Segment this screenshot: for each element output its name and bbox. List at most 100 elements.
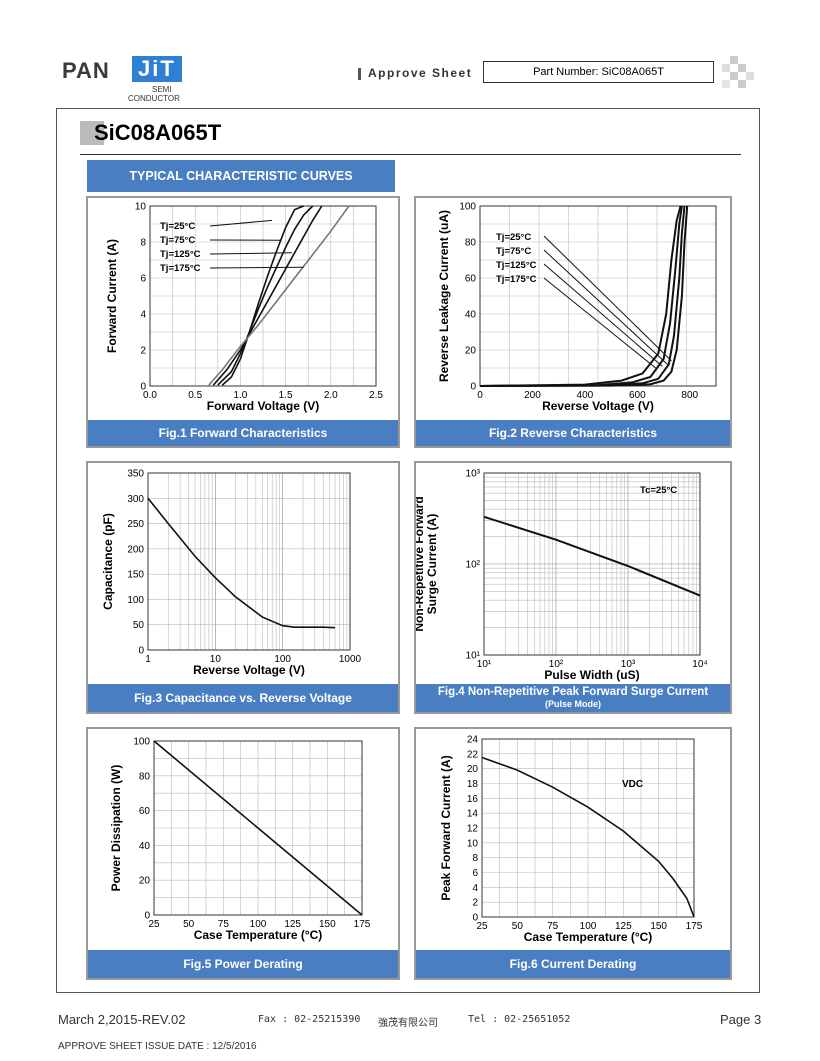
chart1-y-tick-label: 4: [140, 310, 146, 321]
chart4-y-tick-label: 10³: [466, 469, 481, 480]
chart2-x-tick-label: 0: [477, 390, 483, 401]
chart1-plot-frame: [149, 205, 377, 387]
footer-tel: Tel : 02-25651052: [468, 1014, 571, 1025]
chart1-legend-label: Tj=175°C: [160, 263, 201, 274]
chart2-series-line-4: [479, 205, 682, 387]
chart6-x-tick-label: 25: [476, 921, 488, 932]
fig4-caption-block: Fig.4 Non-Repetitive Peak Forward Surge …: [416, 684, 730, 712]
chart5-x-axis-label: Case Temperature (°C): [194, 928, 323, 942]
chart6-y-tick-label: 2: [472, 898, 478, 909]
chart2-y-tick-label: 100: [459, 202, 476, 213]
chart6-y-tick-label: 24: [467, 735, 479, 746]
title-divider: [80, 154, 741, 155]
chart3-x-tick-label: 10: [210, 654, 222, 665]
chart3-y-tick-label: 300: [127, 494, 144, 505]
chart2-y-tick-label: 0: [470, 382, 476, 393]
chart3-x-tick-label: 100: [274, 654, 291, 665]
logo-semi-text: SEMI: [152, 85, 172, 94]
chart1-legend-leader: [209, 219, 273, 227]
chart6-y-tick-label: 8: [472, 853, 478, 864]
fig6-panel: 25 50 75 100 125 150 175 0 2 4 6 8 10 12 14 16 18 20 22 24 C…: [414, 727, 732, 980]
chart5-y-tick-label: 80: [139, 771, 151, 782]
chart6-x-tick-label: 175: [686, 921, 703, 932]
chart5-x-tick-label: 25: [148, 919, 160, 930]
logo-pan-text: PAN: [62, 58, 110, 83]
chart4-x-tick-label: 10²: [549, 659, 564, 670]
chart3-y-tick-label: 250: [127, 519, 144, 530]
content-frame: [56, 108, 760, 993]
chart4-annotation: Tc=25°C: [640, 485, 677, 496]
chart1-y-tick-label: 10: [135, 202, 147, 213]
approve-sheet-bar: [358, 68, 361, 80]
chart6-x-tick-label: 150: [650, 921, 667, 932]
chart5-y-tick-label: 20: [139, 876, 151, 887]
footer-fax: Fax : 02-25215390: [258, 1014, 361, 1025]
chart1-x-axis-label: Forward Voltage (V): [207, 399, 319, 413]
chart5-y-axis-label: Power Dissipation (W): [109, 765, 123, 892]
chart2-x-tick-label: 200: [524, 390, 541, 401]
chart1-legend-label: Tj=25°C: [160, 221, 195, 232]
chart3-y-tick-label: 200: [127, 544, 144, 555]
chart2-legend-label: Tj=25°C: [496, 232, 531, 243]
section-banner: TYPICAL CHARACTERISTIC CURVES: [87, 160, 395, 192]
footer-page: Page 3: [720, 1012, 762, 1027]
chart2-legend-label: Tj=175°C: [496, 274, 537, 285]
chart1-x-tick-label: 1.5: [279, 390, 293, 401]
chart2-series-line-2: [479, 205, 686, 387]
chart6-y-tick-label: 6: [472, 868, 478, 879]
chart3-plot-frame: [147, 472, 351, 651]
chart3-y-tick-label: 100: [127, 595, 144, 606]
chart2-y-tick-label: 60: [465, 274, 477, 285]
logo-conductor-text: CONDUCTOR: [128, 94, 180, 103]
fig2-panel: 0 200 400 600 800 0 20 40 60 80 100 Reverse Voltage…: [414, 196, 732, 448]
chart1-x-tick-label: 2.0: [324, 390, 338, 401]
chart3-series-line-1: [147, 497, 336, 629]
chart1-series-line-4: [208, 205, 350, 386]
chart5-y-tick-label: 0: [144, 911, 150, 922]
chart4-y-tick-label: 10²: [466, 560, 481, 571]
chart5-x-tick-label: 75: [218, 919, 230, 930]
chart3-y-tick-label: 50: [133, 620, 145, 631]
chart5-y-tick-label: 60: [139, 806, 151, 817]
fig6-chart: 25 50 75 100 125 150 175024681012141618202224C…: [439, 735, 703, 945]
chart2-y-axis-label: Reverse Leakage Current (uA): [437, 210, 451, 382]
chart4-y-axis-label: Surge Current (A): [425, 514, 439, 615]
fig2-chart: 0 200 400 600 800 0 20 40 60 80 100 Reverse Voltage…: [437, 202, 717, 413]
chart2-series-line-3: [479, 205, 683, 387]
chart2-legend-leader: [543, 277, 657, 369]
chart3-y-axis-label: Capacitance (pF): [101, 513, 115, 610]
chart6-y-tick-label: 0: [472, 913, 478, 924]
fig5-panel: 25 50 75 100 125 150 175 0 20 40 60 80 100 Case Tempe…: [86, 727, 400, 980]
fig5-caption: Fig.5 Power Derating: [88, 950, 398, 978]
chart1-series-line-1: [221, 205, 304, 386]
chart1-legend-leader: [209, 252, 292, 255]
chart4-series-line-1: [483, 515, 701, 597]
fig2-caption: Fig.2 Reverse Characteristics: [416, 420, 730, 446]
fig3-caption: Fig.3 Capacitance vs. Reverse Voltage: [88, 684, 398, 712]
chart1-series-line-2: [217, 205, 314, 386]
chart5-x-tick-label: 175: [354, 919, 371, 930]
chart6-x-tick-label: 100: [580, 921, 597, 932]
chart1-legend-leader: [209, 266, 304, 269]
chart2-x-tick-label: 800: [681, 390, 698, 401]
chart6-y-tick-label: 4: [472, 883, 478, 894]
chart2-legend-label: Tj=125°C: [496, 260, 537, 271]
chart2-x-axis-label: Reverse Voltage (V): [542, 399, 654, 413]
chart2-x-tick-label: 600: [629, 390, 646, 401]
chart5-y-tick-label: 40: [139, 841, 151, 852]
chart4-y-tick-label: 10¹: [466, 651, 481, 662]
footer-issue-date: APPROVE SHEET ISSUE DATE : 12/5/2016: [58, 1041, 257, 1052]
chart6-series-line-1: [481, 756, 695, 918]
chart2-legend-leader: [543, 249, 668, 365]
fig4-caption-sub: (Pulse Mode): [544, 699, 601, 709]
chart6-x-tick-label: 125: [615, 921, 632, 932]
chart1-series-line-3: [212, 205, 323, 386]
chart5-x-tick-label: 150: [319, 919, 336, 930]
fig1-caption: Fig.1 Forward Characteristics: [88, 420, 398, 446]
chart3-x-tick-label: 1000: [339, 654, 362, 665]
chart3-y-tick-label: 0: [138, 646, 144, 657]
chart1-y-tick-label: 8: [140, 238, 146, 249]
chart6-y-tick-label: 18: [467, 779, 479, 790]
part-number-box: Part Number: SiC08A065T: [483, 61, 714, 83]
